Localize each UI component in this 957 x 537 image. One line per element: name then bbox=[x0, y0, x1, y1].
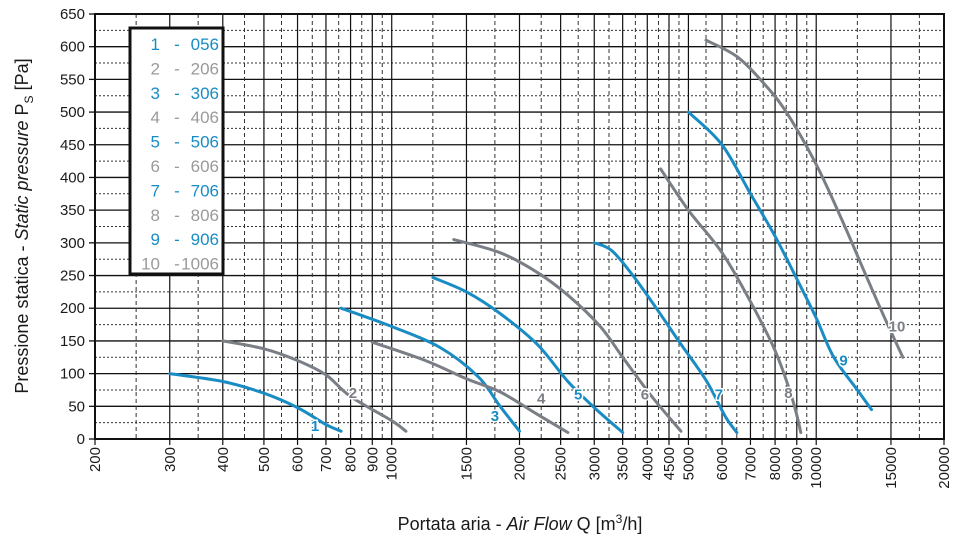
x-tick-label: 9000 bbox=[789, 447, 806, 480]
x-tick-label: 7000 bbox=[742, 447, 759, 480]
y-tick-label: 100 bbox=[60, 366, 85, 383]
y-tick-label: 550 bbox=[60, 71, 85, 88]
x-axis-ticks: 200 300 400 500 600 700 800 900 1000 1500 2000 2500… bbox=[87, 439, 953, 489]
y-tick-label: 500 bbox=[60, 104, 85, 121]
x-tick-label: 8000 bbox=[767, 447, 784, 480]
x-tick-label: 2500 bbox=[553, 447, 570, 480]
legend-dash: - bbox=[174, 255, 180, 274]
x-tick-label: 500 bbox=[256, 447, 273, 472]
y-tick-label: 450 bbox=[60, 137, 85, 154]
x-tick-label: 4500 bbox=[661, 447, 678, 480]
curve-label-1: 1 bbox=[311, 418, 319, 435]
x-tick-label: 15000 bbox=[883, 447, 900, 489]
legend-number: 5 bbox=[151, 133, 160, 152]
y-tick-label: 150 bbox=[60, 333, 85, 350]
y-tick-label: 200 bbox=[60, 300, 85, 317]
legend-model: 806 bbox=[191, 206, 219, 225]
y-tick-label: 250 bbox=[60, 268, 85, 285]
x-axis-title: Portata aria - Air Flow Q [m3/h] bbox=[398, 512, 643, 534]
x-tick-label: 600 bbox=[290, 447, 307, 472]
curve-10 bbox=[704, 38, 905, 359]
y-tick-label: 650 bbox=[60, 6, 85, 23]
y-tick-label: 300 bbox=[60, 235, 85, 252]
y-tick-label: 600 bbox=[60, 39, 85, 56]
legend-box bbox=[128, 26, 225, 276]
legend-number: 6 bbox=[151, 157, 160, 176]
legend-number: 2 bbox=[151, 59, 160, 78]
x-tick-label: 700 bbox=[318, 447, 335, 472]
y-axis-title: Pressione statica - Static pressure PS [… bbox=[12, 58, 36, 393]
legend-dash: - bbox=[174, 84, 180, 103]
curve-1 bbox=[168, 372, 343, 433]
x-tick-label: 2000 bbox=[512, 447, 529, 480]
legend-model: 506 bbox=[191, 133, 219, 152]
legend-dash: - bbox=[174, 35, 180, 54]
x-tick-label: 900 bbox=[364, 447, 381, 472]
x-tick-label: 5000 bbox=[680, 447, 697, 480]
x-tick-label: 400 bbox=[215, 447, 232, 472]
curve-4 bbox=[370, 340, 570, 434]
legend-model: 406 bbox=[191, 108, 219, 127]
legend-number: 10 bbox=[141, 255, 160, 274]
x-tick-label: 6000 bbox=[714, 447, 731, 480]
legend-dash: - bbox=[174, 108, 180, 127]
curve-8 bbox=[659, 167, 803, 434]
curve-label-3: 3 bbox=[491, 408, 499, 425]
x-tick-label: 800 bbox=[343, 447, 360, 472]
curves bbox=[168, 38, 905, 434]
curve-5 bbox=[431, 276, 625, 434]
curve-label-2: 2 bbox=[349, 385, 357, 402]
x-tick-label: 1000 bbox=[384, 447, 401, 480]
curve-label-5: 5 bbox=[574, 387, 582, 404]
legend-number: 9 bbox=[151, 230, 160, 249]
legend-number: 4 bbox=[151, 108, 160, 127]
legend-dash: - bbox=[174, 133, 180, 152]
curve-7 bbox=[592, 241, 739, 434]
legend-model: 056 bbox=[191, 35, 219, 54]
x-tick-label: 200 bbox=[87, 447, 104, 472]
y-tick-label: 400 bbox=[60, 169, 85, 186]
y-tick-label: 50 bbox=[68, 398, 85, 415]
x-tick-label: 3500 bbox=[615, 447, 632, 480]
legend-number: 1 bbox=[151, 35, 160, 54]
legend-dash: - bbox=[174, 157, 180, 176]
x-tick-label: 4000 bbox=[639, 447, 656, 480]
legend-model: 706 bbox=[191, 181, 219, 200]
x-tick-label: 1500 bbox=[458, 447, 475, 480]
legend-number: 8 bbox=[151, 206, 160, 225]
curve-label-10: 10 bbox=[889, 319, 906, 336]
legend-number: 7 bbox=[151, 181, 160, 200]
curve-2 bbox=[221, 339, 408, 433]
legend-model: 906 bbox=[191, 230, 219, 249]
y-tick-label: 0 bbox=[77, 431, 85, 448]
curve-3 bbox=[339, 306, 521, 433]
y-tick-label: 350 bbox=[60, 202, 85, 219]
curve-9 bbox=[686, 110, 873, 412]
legend-dash: - bbox=[174, 206, 180, 225]
x-tick-label: 10000 bbox=[808, 447, 825, 489]
legend: 1-0562-2063-3064-4065-5066-6067-7068-806… bbox=[128, 26, 225, 276]
legend-model: 1006 bbox=[181, 255, 219, 274]
x-tick-label: 3000 bbox=[586, 447, 603, 480]
legend-number: 3 bbox=[151, 84, 160, 103]
legend-model: 306 bbox=[191, 84, 219, 103]
curve-label-4: 4 bbox=[537, 390, 546, 407]
legend-dash: - bbox=[174, 181, 180, 200]
legend-dash: - bbox=[174, 230, 180, 249]
x-tick-label: 20000 bbox=[936, 447, 953, 489]
y-axis-ticks: 0 50 100 150 200 250 300 350 400 450 500 550 600 650 bbox=[60, 6, 95, 448]
legend-model: 606 bbox=[191, 157, 219, 176]
curve-6 bbox=[452, 238, 683, 433]
legend-dash: - bbox=[174, 59, 180, 78]
curve-label-6: 6 bbox=[641, 387, 649, 404]
curve-labels: 1 2 3 4 5 6 7 8 9 10 bbox=[309, 317, 906, 436]
curve-label-9: 9 bbox=[839, 353, 847, 370]
curve-label-8: 8 bbox=[784, 385, 792, 402]
curve-label-7: 7 bbox=[715, 387, 723, 404]
legend-model: 206 bbox=[191, 59, 219, 78]
x-tick-label: 300 bbox=[162, 447, 179, 472]
